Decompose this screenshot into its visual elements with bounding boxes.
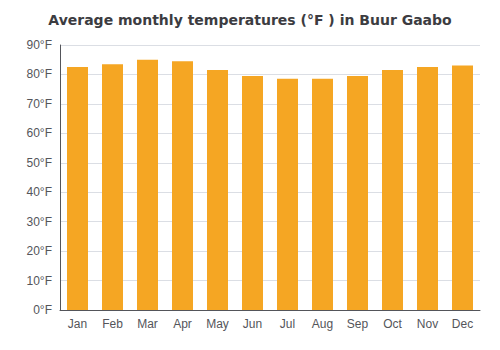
- svg-text:May: May: [206, 317, 229, 331]
- svg-text:Jul: Jul: [280, 317, 295, 331]
- svg-text:Jun: Jun: [243, 317, 262, 331]
- svg-text:Dec: Dec: [452, 317, 473, 331]
- svg-text:30°F: 30°F: [27, 215, 52, 229]
- svg-text:Aug: Aug: [312, 317, 333, 331]
- svg-text:50°F: 50°F: [27, 156, 52, 170]
- svg-text:40°F: 40°F: [27, 185, 52, 199]
- svg-text:60°F: 60°F: [27, 126, 52, 140]
- svg-text:Nov: Nov: [417, 317, 438, 331]
- svg-text:10°F: 10°F: [27, 274, 52, 288]
- svg-text:Feb: Feb: [102, 317, 123, 331]
- svg-text:Average monthly temperatures (: Average monthly temperatures (°F ) in Bu…: [48, 12, 452, 28]
- svg-text:Apr: Apr: [173, 317, 192, 331]
- svg-text:0°F: 0°F: [33, 303, 52, 317]
- svg-text:Oct: Oct: [383, 317, 402, 331]
- svg-text:90°F: 90°F: [27, 38, 52, 52]
- svg-text:20°F: 20°F: [27, 244, 52, 258]
- svg-text:Sep: Sep: [347, 317, 369, 331]
- svg-text:70°F: 70°F: [27, 97, 52, 111]
- svg-text:Mar: Mar: [137, 317, 158, 331]
- svg-text:80°F: 80°F: [27, 67, 52, 81]
- svg-text:Jan: Jan: [68, 317, 87, 331]
